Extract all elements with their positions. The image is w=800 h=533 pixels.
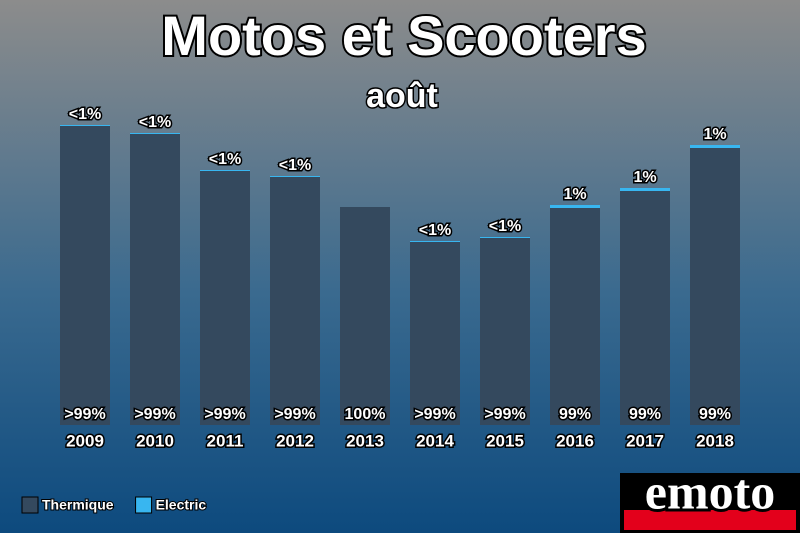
legend-swatch [21, 496, 39, 514]
bar-segment [340, 207, 390, 425]
chart-title: Motos et Scooters [161, 4, 646, 67]
value-label: <1% [419, 222, 451, 239]
value-label: 99% [559, 406, 591, 423]
x-tick-label: 2014 [416, 431, 454, 450]
value-label: >99% [64, 406, 105, 423]
bar-segment [410, 242, 460, 425]
value-label: 99% [629, 406, 661, 423]
bar-segment [410, 241, 460, 242]
x-tick-label: 2017 [626, 431, 664, 450]
bar-segment [270, 177, 320, 425]
value-label: >99% [414, 406, 455, 423]
bar-segment [620, 191, 670, 425]
x-tick-label: 2013 [346, 431, 384, 450]
bar-segment [620, 188, 670, 191]
value-label: <1% [489, 218, 521, 235]
logo-band [624, 510, 796, 530]
legend-label: Electric [156, 497, 207, 513]
value-label: <1% [69, 106, 101, 123]
x-tick-label: 2012 [276, 431, 314, 450]
value-label: <1% [279, 157, 311, 174]
bar-segment [550, 205, 600, 208]
bar-segment [60, 125, 110, 126]
legend-label: Thermique [42, 497, 114, 513]
value-label: 100% [345, 406, 386, 423]
value-label: >99% [274, 406, 315, 423]
value-label: >99% [484, 406, 525, 423]
bar-segment [550, 208, 600, 425]
bar-segment [270, 176, 320, 177]
bar-segment [690, 145, 740, 148]
bar-segment [130, 133, 180, 134]
x-tick-label: 2011 [207, 431, 244, 450]
value-label: >99% [134, 406, 175, 423]
x-tick-label: 2018 [696, 431, 734, 450]
bar-segment [60, 126, 110, 425]
bar-segment [480, 237, 530, 238]
value-label: 1% [563, 186, 586, 203]
x-tick-label: 2015 [486, 431, 524, 450]
bar-segment [200, 170, 250, 171]
bar-segment [200, 171, 250, 425]
value-label: <1% [139, 114, 171, 131]
value-label: >99% [204, 406, 245, 423]
x-tick-label: 2010 [136, 431, 174, 450]
x-tick-label: 2016 [556, 431, 594, 450]
logo: emoto [620, 460, 800, 533]
bar-segment [480, 238, 530, 425]
value-label: 99% [699, 406, 731, 423]
bar-segment [130, 134, 180, 425]
x-tick-label: 2009 [66, 431, 104, 450]
value-label: <1% [209, 151, 241, 168]
chart-subtitle: août [366, 77, 438, 115]
legend-swatch [135, 496, 153, 514]
bar-segment [690, 148, 740, 425]
value-label: 1% [703, 126, 726, 143]
value-label: 1% [633, 169, 656, 186]
logo-text: emoto [645, 463, 776, 519]
